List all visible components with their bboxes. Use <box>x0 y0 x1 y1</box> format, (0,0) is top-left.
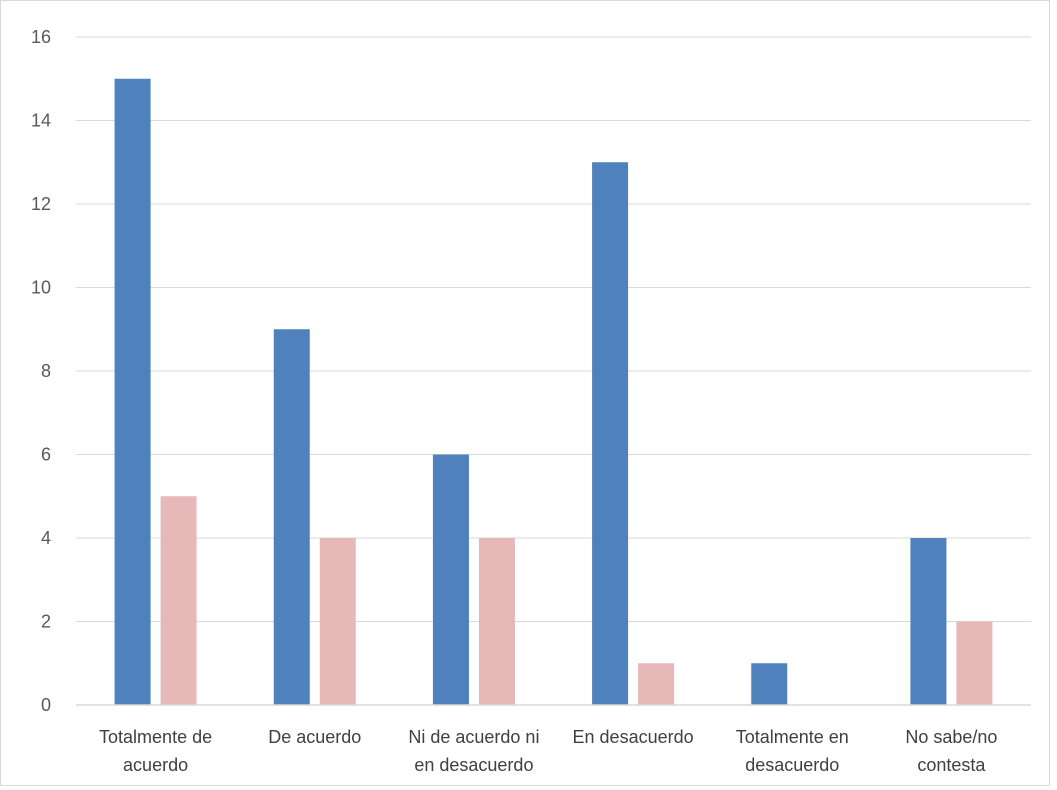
y-tick-label: 14 <box>31 111 51 131</box>
bar-series-1-2 <box>273 329 310 705</box>
category-label: Totalmente en <box>736 727 849 747</box>
category-label: Totalmente de <box>99 727 212 747</box>
bar-series-1-5 <box>751 663 788 705</box>
category-label: en desacuerdo <box>414 755 533 775</box>
y-tick-label: 2 <box>41 612 51 632</box>
category-label: contesta <box>917 755 986 775</box>
bar-series-1-1 <box>114 78 151 705</box>
bar-series-2-4 <box>638 663 675 705</box>
bar-series-2-6 <box>956 621 993 705</box>
y-tick-label: 4 <box>41 528 51 548</box>
y-tick-label: 16 <box>31 27 51 47</box>
x-axis-labels: Totalmente de acuerdo De acuerdo Ni de acue… <box>99 727 997 775</box>
y-tick-label: 8 <box>41 361 51 381</box>
category-label: No sabe/no <box>905 727 997 747</box>
category-label: Ni de acuerdo ni <box>408 727 539 747</box>
bar-series-2-1 <box>160 496 197 705</box>
bar-series-1-4 <box>592 162 629 705</box>
category-label: desacuerdo <box>745 755 839 775</box>
category-label: De acuerdo <box>268 727 361 747</box>
category-label: En desacuerdo <box>573 727 694 747</box>
bar-series-2-2 <box>319 538 356 705</box>
bar-series-1-3 <box>432 454 469 705</box>
bar-series-1-6 <box>910 538 947 705</box>
y-axis-ticks: 0 2 4 6 8 10 12 14 16 <box>31 27 51 715</box>
category-label: acuerdo <box>123 755 188 775</box>
y-tick-label: 10 <box>31 278 51 298</box>
bars <box>76 78 1031 706</box>
y-tick-label: 12 <box>31 194 51 214</box>
bar-series-2-3 <box>478 538 515 705</box>
y-tick-label: 0 <box>41 695 51 715</box>
y-tick-label: 6 <box>41 445 51 465</box>
gridlines <box>76 36 1031 706</box>
